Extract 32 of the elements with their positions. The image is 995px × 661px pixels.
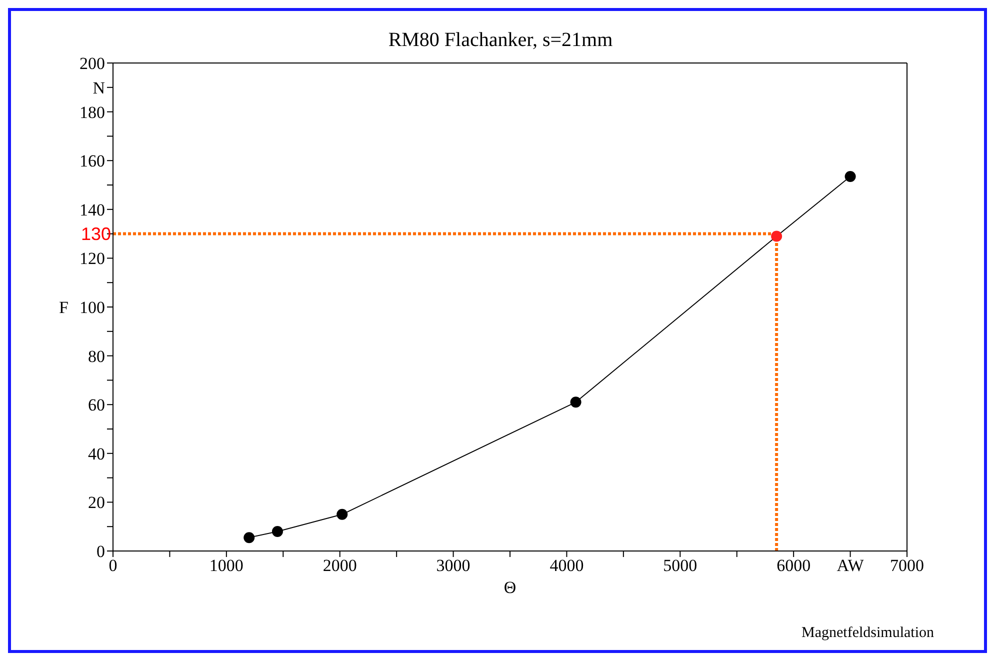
point (844, 170, 856, 182)
x-tick-label: 2000 (322, 556, 357, 576)
y-tick-label: 200 (80, 54, 105, 74)
y-axis-title: F (59, 298, 68, 318)
y-tick-label: 140 (80, 200, 105, 220)
x-tick-label: 1000 (209, 556, 244, 576)
y-tick-label: 120 (80, 249, 105, 268)
ref-line-label: 130 (80, 224, 111, 244)
y-tick-label: N (92, 78, 105, 98)
point (570, 396, 582, 408)
x-axis-title: Θ (504, 578, 516, 597)
x-tick-label: 5000 (663, 556, 698, 576)
y-tick-label: 60 (88, 396, 105, 415)
point (336, 508, 348, 520)
point (244, 532, 255, 544)
point (771, 230, 782, 242)
y-tick-label: 0 (96, 542, 105, 562)
y-tick-label: 80 (88, 346, 105, 366)
chart-title: RM80 Flachanker, s=21mm (387, 29, 614, 52)
y-tick-label: 100 (80, 298, 105, 318)
x-tick-label: 7000 (890, 556, 924, 576)
x-tick-label: 0 (108, 556, 118, 576)
text: Magnetfeldsimulation (802, 625, 934, 642)
y-tick-label: 40 (88, 444, 105, 464)
y-tick-label: 160 (80, 152, 105, 171)
y-tick-label: 20 (88, 493, 105, 512)
x-tick-label: 6000 (776, 556, 811, 576)
x-tick-label: 4000 (550, 556, 584, 576)
x-tick-label: 3000 (436, 556, 470, 576)
point (272, 526, 283, 537)
x-tick-label: AW (836, 556, 865, 576)
y-tick-label: 180 (80, 102, 105, 122)
